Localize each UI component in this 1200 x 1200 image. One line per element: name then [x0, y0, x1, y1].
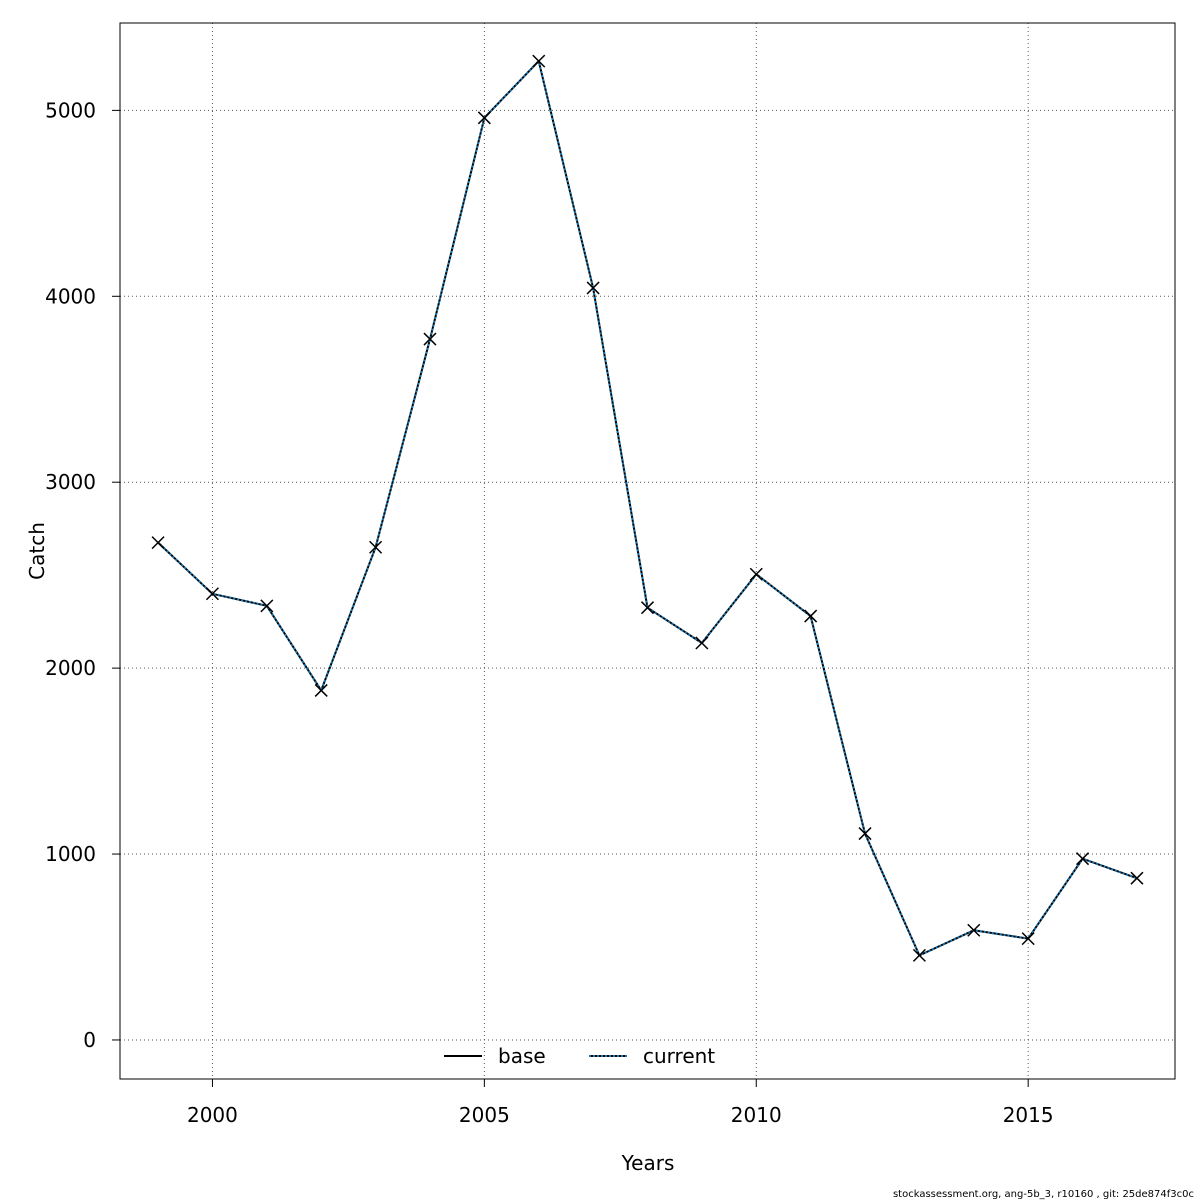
data-point-base-2014: [967, 923, 981, 937]
data-point-base-2007: [586, 281, 600, 295]
y-tick-label-3000: 3000: [45, 470, 96, 494]
x-tick-label-2010: 2010: [731, 1103, 782, 1127]
data-point-base-2011: [804, 609, 818, 623]
x-tick-label-2000: 2000: [187, 1103, 238, 1127]
marker-stroke-b-2001: [260, 599, 274, 613]
x-tick-label-2005: 2005: [459, 1103, 510, 1127]
marker-stroke-b-2004: [423, 332, 437, 346]
marker-stroke-b-2002: [314, 683, 328, 697]
marker-stroke-b-2016: [1076, 852, 1090, 866]
marker-layer: [151, 54, 1144, 962]
series-layer: [157, 60, 1138, 957]
axis-layer: 2000 2005 2010 2015 0 1000 2000 3000 4000 5000: [45, 98, 1054, 1127]
y-tick-label-5000: 5000: [45, 98, 96, 122]
marker-stroke-b-2009: [695, 636, 709, 650]
x-axis-title: Years: [621, 1151, 675, 1175]
marker-stroke-b-2003: [369, 540, 383, 554]
marker-stroke-b-2013: [912, 948, 926, 962]
data-point-base-2008: [640, 601, 655, 615]
grid-layer: [120, 23, 1175, 1079]
marker-stroke-b-1999: [151, 536, 165, 550]
series-line-current: [157, 60, 1138, 957]
marker-stroke-b-2005: [477, 111, 491, 125]
y-tick-label-2000: 2000: [45, 656, 96, 680]
data-point-base-2005: [477, 111, 491, 125]
y-tick-label-4000: 4000: [45, 284, 96, 308]
marker-stroke-b-2006: [532, 54, 546, 68]
marker-stroke-b-2011: [804, 609, 818, 623]
marker-stroke-b-2012: [858, 827, 872, 841]
marker-stroke-b-2015: [1021, 932, 1035, 946]
legend: base current: [444, 1044, 715, 1068]
y-axis-title: Catch: [25, 522, 49, 580]
marker-stroke-b-2014: [967, 923, 981, 937]
data-point-base-2003: [369, 540, 383, 554]
legend-label-base: base: [498, 1044, 546, 1068]
data-point-base-2010: [749, 567, 763, 581]
data-point-base-2017: [1130, 871, 1144, 885]
data-point-base-2006: [532, 54, 546, 68]
data-point-base-2009: [695, 636, 709, 650]
footer-note: stockassessment.org, ang-5b_3, r10160 , …: [893, 1189, 1194, 1200]
data-point-base-2015: [1021, 932, 1035, 946]
marker-stroke-b-2008: [640, 601, 655, 615]
data-point-base-2000: [205, 587, 219, 601]
legend-label-current: current: [643, 1044, 715, 1068]
y-tick-label-0: 0: [83, 1028, 96, 1052]
y-tick-label-1000: 1000: [45, 842, 96, 866]
data-point-base-2004: [423, 332, 437, 346]
marker-stroke-b-2000: [205, 587, 219, 601]
marker-stroke-b-2010: [749, 567, 763, 581]
plot-frame: [119, 22, 1176, 1080]
data-point-base-2013: [912, 948, 926, 962]
x-tick-label-2015: 2015: [1003, 1103, 1054, 1127]
series-line-base: [157, 60, 1138, 957]
data-point-base-2001: [260, 599, 274, 613]
marker-stroke-b-2017: [1130, 871, 1144, 885]
data-point-base-1999: [151, 536, 165, 550]
data-point-base-2012: [858, 827, 872, 841]
data-point-base-2016: [1076, 852, 1090, 866]
marker-stroke-b-2007: [586, 281, 600, 295]
data-point-base-2002: [314, 683, 328, 697]
